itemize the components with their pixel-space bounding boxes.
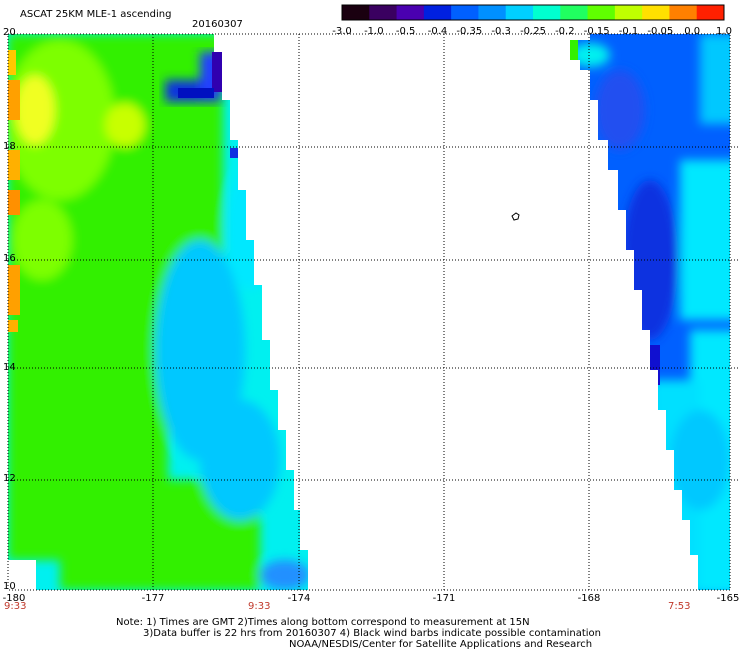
colorbar-swatch: [423, 5, 452, 20]
colorbar-tick-label: -0.05: [647, 26, 673, 37]
colorbar-tick-label: -3.0: [332, 26, 352, 37]
pass-time-left: 9:33: [4, 601, 27, 612]
colorbar-swatch: [451, 5, 479, 20]
colorbar-swatch: [342, 5, 370, 20]
lat-label-14: 14: [3, 362, 16, 373]
colorbar-swatch: [560, 5, 589, 20]
colorbar-swatch: [369, 5, 398, 20]
lat-label-16: 16: [3, 253, 16, 264]
colorbar-tick-label: -0.3: [491, 26, 511, 37]
lon-label-165: -165: [716, 593, 740, 604]
colorbar-swatch: [669, 5, 698, 20]
product-title: ASCAT 25KM MLE-1 ascending: [20, 9, 172, 20]
lat-label-18: 18: [3, 141, 16, 152]
colorbar-tick-label: -0.5: [396, 26, 416, 37]
note-line-3: NOAA/NESDIS/Center for Satellite Applica…: [289, 639, 593, 650]
colorbar-swatch: [505, 5, 534, 20]
colorbar-tick-label: -0.4: [428, 26, 448, 37]
product-date: 20160307: [192, 19, 243, 30]
colorbar-tick-label: -1.0: [364, 26, 384, 37]
colorbar-tick-label: -0.1: [619, 26, 639, 37]
colorbar-swatch: [478, 5, 507, 20]
lon-label-177: -177: [141, 593, 165, 604]
colorbar-swatch: [587, 5, 616, 20]
colorbar-swatch: [533, 5, 561, 20]
colorbar-tick-label: 0.0: [684, 26, 700, 37]
colorbar-swatch: [642, 5, 670, 20]
colorbar-tick-label: 1.0: [716, 26, 732, 37]
graticule: [8, 34, 740, 590]
lon-label-168: -168: [577, 593, 601, 604]
lon-label-174: -174: [287, 593, 311, 604]
island-outline: [511, 212, 520, 221]
colorbar: -3.0 -1.0 -0.5 -0.4 -0.35 -0.3 -0.25 -0.2 -0.15-…: [332, 4, 732, 37]
pass-time-right: 7:53: [668, 601, 691, 612]
lon-label-171: -171: [432, 593, 456, 604]
lat-label-10: 10: [3, 581, 16, 592]
right-swath: [570, 34, 730, 590]
colorbar-tick-label: -0.25: [520, 26, 546, 37]
lat-label-12: 12: [3, 473, 16, 484]
colorbar-swatch: [696, 5, 725, 20]
colorbar-tick-label: -0.15: [584, 26, 610, 37]
colorbar-swatch: [396, 5, 425, 20]
note-line-1: Note: 1) Times are GMT 2)Times along bot…: [116, 617, 530, 628]
colorbar-tick-label: -0.2: [555, 26, 575, 37]
colorbar-frame: [341, 4, 725, 21]
left-swath: [8, 34, 308, 590]
colorbar-tick-label: -0.35: [456, 26, 482, 37]
note-line-2: 3)Data buffer is 22 hrs from 20160307 4)…: [143, 628, 601, 639]
colorbar-swatch: [614, 5, 643, 20]
lon-label-180: -180: [2, 593, 26, 604]
pass-time-middle: 9:33: [248, 601, 271, 612]
colorbar-swatches: [342, 5, 725, 20]
colorbar-tick-labels: -3.0 -1.0 -0.5 -0.4 -0.35 -0.3 -0.25 -0.2 -0.15-…: [332, 26, 732, 37]
lat-label-20: 20: [3, 27, 16, 38]
